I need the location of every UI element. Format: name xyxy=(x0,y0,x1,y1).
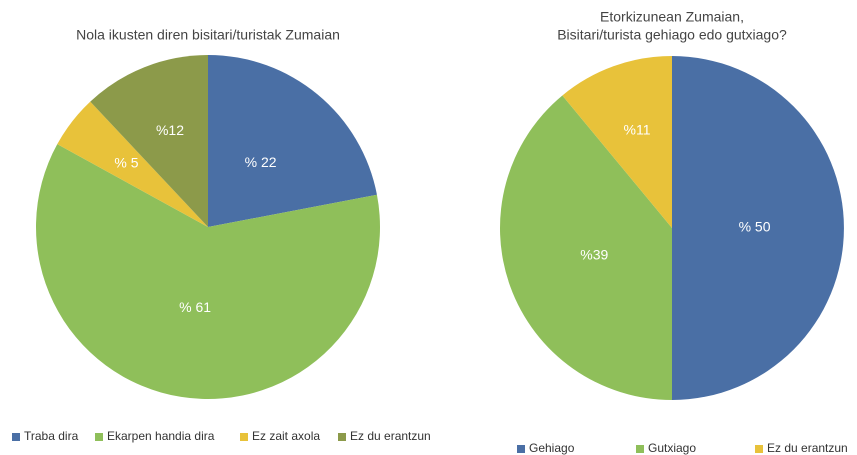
legend-swatch xyxy=(755,445,763,453)
data-label: % 61 xyxy=(179,299,211,315)
chart-title: Etorkizunean Zumaian, xyxy=(600,9,744,25)
legend-swatch xyxy=(636,445,644,453)
chart-title: Bisitari/turista gehiago edo gutxiago? xyxy=(557,27,787,43)
data-label: %12 xyxy=(156,122,184,138)
pie-slice xyxy=(500,95,672,400)
pie-slice xyxy=(57,101,208,227)
legend-label: Traba dira xyxy=(24,429,79,443)
pie-slice xyxy=(90,55,208,227)
pie-slice xyxy=(208,55,377,227)
data-label: %39 xyxy=(580,247,608,263)
pie-slice xyxy=(672,56,844,400)
legend-label: Ekarpen handia dira xyxy=(107,429,215,443)
pie-slice xyxy=(36,144,381,399)
pie-slice xyxy=(562,56,672,228)
legend-swatch xyxy=(95,433,103,441)
legend-label: Gutxiago xyxy=(648,441,696,455)
data-label: % 22 xyxy=(245,154,277,170)
legend-label: Ez du erantzun xyxy=(767,441,848,455)
legend-label: Ez zait axola xyxy=(252,429,320,443)
legend-swatch xyxy=(240,433,248,441)
data-label: % 50 xyxy=(739,219,771,235)
legend-label: Gehiago xyxy=(529,441,575,455)
data-label: %11 xyxy=(624,122,651,138)
data-label: % 5 xyxy=(114,154,138,170)
legend-swatch xyxy=(338,433,346,441)
chart-title: Nola ikusten diren bisitari/turistak Zum… xyxy=(76,27,340,43)
legend-swatch xyxy=(517,445,525,453)
legend-label: Ez du erantzun xyxy=(350,429,431,443)
legend-swatch xyxy=(12,433,20,441)
